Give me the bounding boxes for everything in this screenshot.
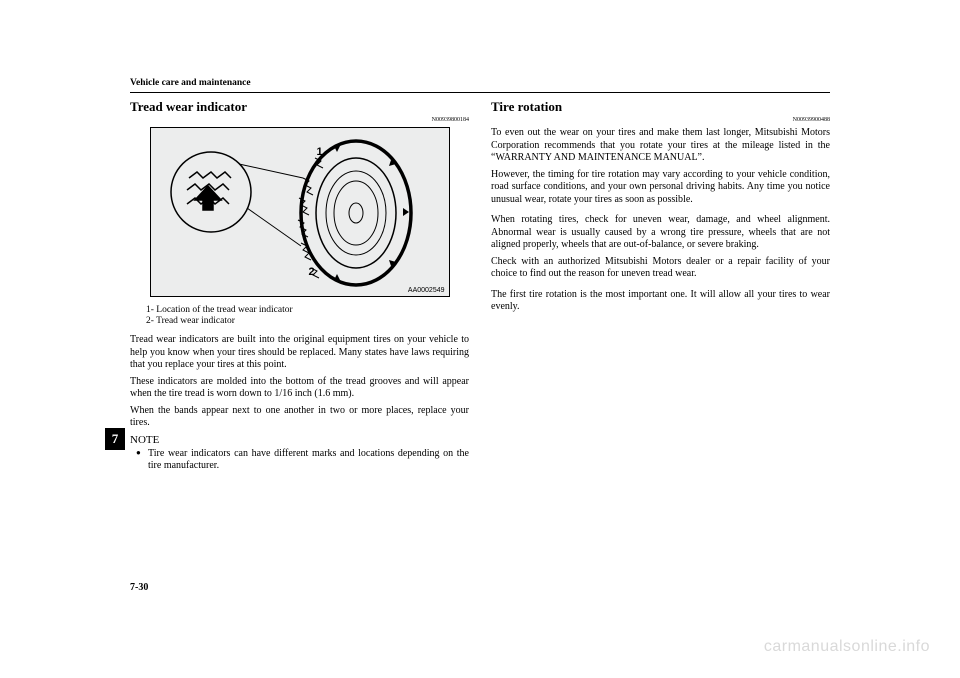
right-column: Tire rotation N00939900488 To even out t… xyxy=(491,99,830,473)
page-number: 7-30 xyxy=(130,582,148,593)
watermark-text: carmanualsonline.info xyxy=(764,638,930,656)
paragraph: However, the timing for tire rotation ma… xyxy=(491,169,830,207)
legend-item-2: 2- Tread wear indicator xyxy=(146,316,469,326)
note-heading: NOTE xyxy=(130,434,469,446)
chapter-tab: 7 xyxy=(105,428,125,450)
paragraph: The first tire rotation is the most impo… xyxy=(491,289,830,314)
doc-code: N00939800184 xyxy=(130,117,469,123)
paragraph: Check with an authorized Mitsubishi Moto… xyxy=(491,256,830,281)
manual-page: Vehicle care and maintenance Tread wear … xyxy=(130,78,830,578)
paragraph: To even out the wear on your tires and m… xyxy=(491,127,830,165)
doc-code: N00939900488 xyxy=(491,117,830,123)
left-column: Tread wear indicator N00939800184 xyxy=(130,99,469,473)
figure-legend: 1- Location of the tread wear indicator … xyxy=(146,305,469,326)
section-title-tread-wear: Tread wear indicator xyxy=(130,99,469,115)
figure-code: AA0002549 xyxy=(408,287,445,294)
paragraph: When rotating tires, check for uneven we… xyxy=(491,214,830,252)
legend-item-1: 1- Location of the tread wear indicator xyxy=(146,305,469,315)
figure-callout-1: 1 xyxy=(317,146,323,158)
paragraph: These indicators are molded into the bot… xyxy=(130,376,469,401)
header-rule xyxy=(130,92,830,93)
figure-callout-2: 2 xyxy=(309,266,315,278)
paragraph: Tread wear indicators are built into the… xyxy=(130,334,469,372)
paragraph: When the bands appear next to one anothe… xyxy=(130,405,469,430)
tread-wear-figure: 1 2 AA0002549 xyxy=(150,127,450,297)
running-head: Vehicle care and maintenance xyxy=(130,78,830,88)
tire-illustration xyxy=(151,128,450,297)
section-title-tire-rotation: Tire rotation xyxy=(491,99,830,115)
two-column-layout: Tread wear indicator N00939800184 xyxy=(130,99,830,473)
note-bullet: Tire wear indicators can have different … xyxy=(130,448,469,473)
